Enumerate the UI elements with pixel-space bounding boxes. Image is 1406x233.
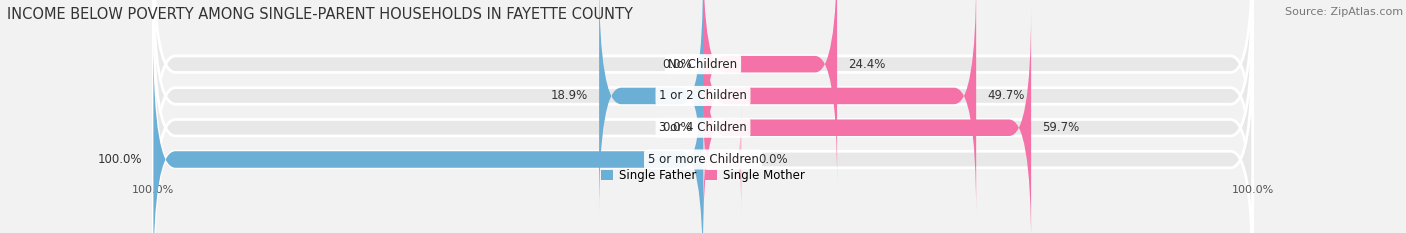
FancyBboxPatch shape <box>703 0 976 215</box>
FancyBboxPatch shape <box>599 0 703 215</box>
Text: 100.0%: 100.0% <box>98 153 142 166</box>
Text: 49.7%: 49.7% <box>987 89 1025 103</box>
FancyBboxPatch shape <box>153 0 1253 215</box>
Text: 1 or 2 Children: 1 or 2 Children <box>659 89 747 103</box>
Text: 5 or more Children: 5 or more Children <box>648 153 758 166</box>
Text: INCOME BELOW POVERTY AMONG SINGLE-PARENT HOUSEHOLDS IN FAYETTE COUNTY: INCOME BELOW POVERTY AMONG SINGLE-PARENT… <box>7 7 633 22</box>
Text: 18.9%: 18.9% <box>551 89 588 103</box>
Text: No Children: No Children <box>668 58 738 71</box>
FancyBboxPatch shape <box>153 41 703 233</box>
Text: Source: ZipAtlas.com: Source: ZipAtlas.com <box>1285 7 1403 17</box>
Text: 3 or 4 Children: 3 or 4 Children <box>659 121 747 134</box>
FancyBboxPatch shape <box>153 0 1253 183</box>
Text: 0.0%: 0.0% <box>662 58 692 71</box>
FancyBboxPatch shape <box>153 41 1253 233</box>
Text: 24.4%: 24.4% <box>848 58 886 71</box>
Text: 59.7%: 59.7% <box>1042 121 1080 134</box>
FancyBboxPatch shape <box>703 0 837 183</box>
FancyBboxPatch shape <box>703 104 741 215</box>
Legend: Single Father, Single Mother: Single Father, Single Mother <box>596 164 810 187</box>
FancyBboxPatch shape <box>703 9 1031 233</box>
FancyBboxPatch shape <box>153 9 1253 233</box>
Text: 0.0%: 0.0% <box>758 153 787 166</box>
Text: 0.0%: 0.0% <box>662 121 692 134</box>
